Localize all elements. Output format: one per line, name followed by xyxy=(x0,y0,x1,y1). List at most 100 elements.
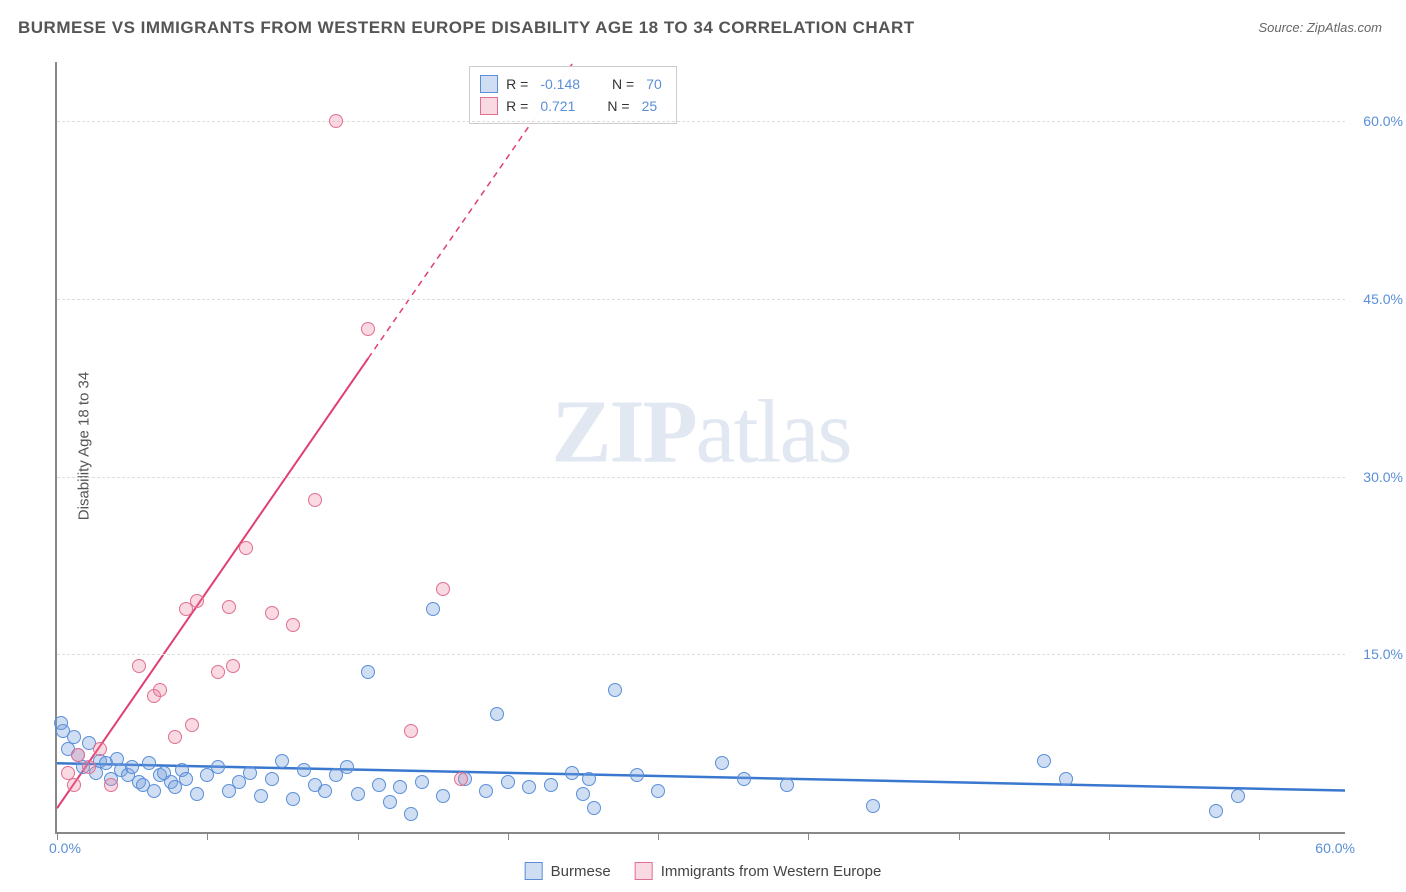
plot-area: ZIPatlas 0.0% 60.0% R =-0.148N =70R =0.7… xyxy=(55,62,1345,834)
data-point xyxy=(185,718,199,732)
y-tick-label: 60.0% xyxy=(1363,113,1403,129)
data-point xyxy=(211,665,225,679)
data-point xyxy=(544,778,558,792)
data-point xyxy=(361,322,375,336)
data-point xyxy=(147,784,161,798)
data-point xyxy=(866,799,880,813)
x-axis-origin-label: 0.0% xyxy=(49,840,81,856)
data-point xyxy=(426,602,440,616)
data-point xyxy=(737,772,751,786)
data-point xyxy=(454,772,468,786)
data-point xyxy=(404,724,418,738)
x-tick xyxy=(808,832,809,840)
chart-title: BURMESE VS IMMIGRANTS FROM WESTERN EUROP… xyxy=(18,18,915,38)
legend-r-value: -0.148 xyxy=(536,76,584,92)
data-point xyxy=(93,742,107,756)
series-legend: Burmese Immigrants from Western Europe xyxy=(525,862,882,880)
legend-n-label: N = xyxy=(612,76,634,92)
x-axis-end-label: 60.0% xyxy=(1315,840,1355,856)
data-point xyxy=(297,763,311,777)
data-point xyxy=(286,792,300,806)
x-tick xyxy=(1259,832,1260,840)
data-point xyxy=(393,780,407,794)
data-point xyxy=(82,760,96,774)
data-point xyxy=(168,730,182,744)
data-point xyxy=(372,778,386,792)
legend-item: Immigrants from Western Europe xyxy=(635,862,882,880)
data-point xyxy=(479,784,493,798)
gridline xyxy=(57,654,1345,655)
data-point xyxy=(308,493,322,507)
trend-lines xyxy=(57,62,1345,832)
data-point xyxy=(153,683,167,697)
x-tick xyxy=(207,832,208,840)
data-point xyxy=(587,801,601,815)
data-point xyxy=(1037,754,1051,768)
data-point xyxy=(254,789,268,803)
x-tick xyxy=(658,832,659,840)
data-point xyxy=(351,787,365,801)
legend-row: R = -0.148 N = 70 xyxy=(480,73,666,95)
legend-r-value: 0.721 xyxy=(536,98,579,114)
legend-r-label: R = xyxy=(506,76,528,92)
data-point xyxy=(501,775,515,789)
data-point xyxy=(71,748,85,762)
data-point xyxy=(239,541,253,555)
x-tick xyxy=(358,832,359,840)
data-point xyxy=(329,114,343,128)
y-tick-label: 30.0% xyxy=(1363,469,1403,485)
data-point xyxy=(222,600,236,614)
data-point xyxy=(132,659,146,673)
legend-item: Burmese xyxy=(525,862,611,880)
data-point xyxy=(608,683,622,697)
x-tick xyxy=(959,832,960,840)
watermark: ZIPatlas xyxy=(552,380,851,483)
data-point xyxy=(340,760,354,774)
legend-swatch xyxy=(480,75,498,93)
data-point xyxy=(1209,804,1223,818)
correlation-legend: R =-0.148N =70R =0.721N =25 xyxy=(469,66,677,124)
legend-row: R =0.721N =25 xyxy=(480,95,666,117)
gridline xyxy=(57,121,1345,122)
data-point xyxy=(522,780,536,794)
data-point xyxy=(415,775,429,789)
legend-n-label: N = xyxy=(607,98,629,114)
data-point xyxy=(1231,789,1245,803)
data-point xyxy=(715,756,729,770)
data-point xyxy=(383,795,397,809)
data-point xyxy=(54,716,68,730)
legend-label: Immigrants from Western Europe xyxy=(661,863,882,880)
data-point xyxy=(190,594,204,608)
legend-label: Burmese xyxy=(551,863,611,880)
data-point xyxy=(275,754,289,768)
x-tick xyxy=(57,832,58,840)
source-attribution: Source: ZipAtlas.com xyxy=(1258,20,1382,35)
data-point xyxy=(179,772,193,786)
legend-swatch xyxy=(480,97,498,115)
data-point xyxy=(67,730,81,744)
data-point xyxy=(226,659,240,673)
data-point xyxy=(436,789,450,803)
data-point xyxy=(265,772,279,786)
legend-r-label: R = xyxy=(506,98,528,114)
x-tick xyxy=(1109,832,1110,840)
y-tick-label: 45.0% xyxy=(1363,291,1403,307)
legend-n-value: 70 xyxy=(642,76,666,92)
legend-swatch xyxy=(525,862,543,880)
data-point xyxy=(318,784,332,798)
data-point xyxy=(361,665,375,679)
data-point xyxy=(780,778,794,792)
data-point xyxy=(142,756,156,770)
data-point xyxy=(125,760,139,774)
data-point xyxy=(190,787,204,801)
data-point xyxy=(630,768,644,782)
data-point xyxy=(265,606,279,620)
data-point xyxy=(565,766,579,780)
gridline xyxy=(57,477,1345,478)
data-point xyxy=(104,778,118,792)
data-point xyxy=(286,618,300,632)
legend-swatch xyxy=(635,862,653,880)
data-point xyxy=(211,760,225,774)
data-point xyxy=(651,784,665,798)
data-point xyxy=(436,582,450,596)
